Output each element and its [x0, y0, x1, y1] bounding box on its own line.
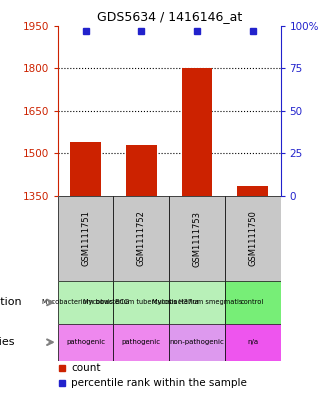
Text: percentile rank within the sample: percentile rank within the sample — [71, 378, 247, 388]
Text: Mycobacterium smegmatis: Mycobacterium smegmatis — [152, 299, 242, 305]
Bar — [114, 324, 169, 361]
Text: non-pathogenic: non-pathogenic — [170, 339, 224, 345]
Text: n/a: n/a — [247, 339, 258, 345]
Bar — [70, 142, 101, 196]
Bar — [182, 68, 212, 196]
Text: count: count — [71, 363, 101, 373]
Bar — [58, 324, 114, 361]
Bar — [225, 324, 280, 361]
Text: pathogenic: pathogenic — [122, 339, 161, 345]
Text: GSM1111752: GSM1111752 — [137, 211, 146, 266]
Bar — [169, 196, 225, 281]
Text: GSM1111751: GSM1111751 — [81, 211, 90, 266]
Bar — [114, 196, 169, 281]
Bar — [225, 281, 280, 324]
Bar — [169, 324, 225, 361]
Text: Mycobacterium bovis BCG: Mycobacterium bovis BCG — [42, 299, 129, 305]
Text: pathogenic: pathogenic — [66, 339, 105, 345]
Text: GSM1111753: GSM1111753 — [192, 211, 202, 266]
Text: Mycobacterium tuberculosis H37ra: Mycobacterium tuberculosis H37ra — [83, 299, 199, 305]
Text: GSM1111750: GSM1111750 — [248, 211, 257, 266]
Bar — [58, 281, 114, 324]
Bar — [169, 281, 225, 324]
Text: infection: infection — [0, 298, 22, 307]
Text: control: control — [241, 299, 264, 305]
Bar — [225, 196, 280, 281]
Text: species: species — [0, 337, 15, 347]
Bar — [114, 281, 169, 324]
Bar — [126, 145, 157, 196]
Bar — [237, 186, 268, 196]
Bar — [58, 196, 114, 281]
Title: GDS5634 / 1416146_at: GDS5634 / 1416146_at — [96, 10, 242, 23]
